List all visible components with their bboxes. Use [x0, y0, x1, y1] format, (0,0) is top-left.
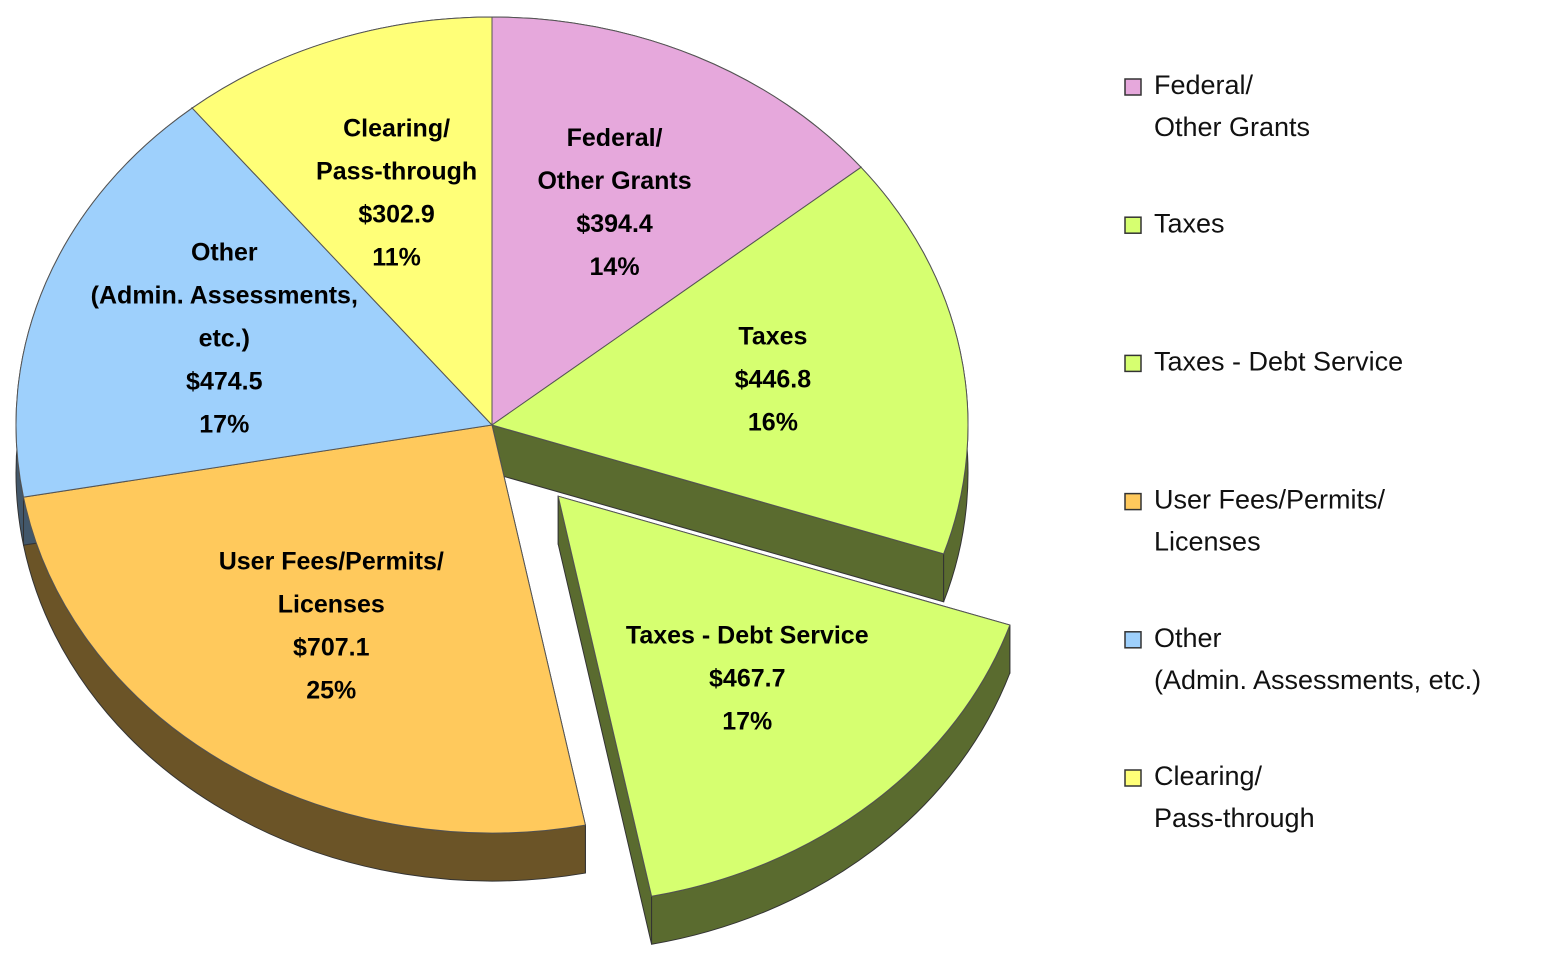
slice-label-line: $302.9 [358, 200, 434, 228]
slice-label-line: 25% [306, 676, 356, 704]
legend-label: User Fees/Permits/ [1154, 485, 1386, 515]
slice-label-line: Federal/ [567, 124, 663, 152]
legend-swatch [1124, 769, 1142, 787]
slice-label-line: $707.1 [293, 633, 370, 661]
slice [490, 166, 969, 555]
slice-label-line: 11% [372, 243, 421, 271]
legend-label: Other [1154, 623, 1222, 653]
slice [15, 107, 494, 498]
slice-label-line: (Admin. Assessments, [91, 281, 358, 309]
legend-swatch [1124, 78, 1142, 96]
slice [22, 424, 587, 834]
slice-label-line: $394.4 [576, 210, 653, 238]
slice-label-line: $467.7 [709, 664, 785, 692]
slice-label-line: Other Grants [537, 167, 691, 195]
slice-label: Other (Admin. Assessments, etc.) $474.5 17% [91, 238, 358, 438]
slice-label-line: etc.) [199, 324, 250, 352]
slice-label-line: 17% [722, 707, 772, 735]
slice-label-line: 16% [748, 408, 798, 436]
legend-label: Other Grants [1154, 112, 1310, 142]
legend-label: Licenses [1154, 527, 1261, 557]
slice-label-line: Taxes - Debt Service [626, 621, 869, 649]
slice [491, 16, 862, 426]
slice [557, 495, 1011, 897]
legend-swatch [1124, 354, 1142, 373]
legend-label: Clearing/ [1154, 761, 1263, 791]
slice-label: Taxes - Debt Service $467.7 17% [626, 621, 869, 735]
slice-label-line: Other [191, 238, 258, 266]
slice-label: Clearing/Pass-through $302.9 11% [316, 114, 477, 271]
slice-label-line: Taxes [738, 322, 807, 350]
slice-label-line: Clearing/ [343, 114, 450, 142]
slice-label-line: Licenses [278, 590, 385, 618]
slice-label: Federal/Other Grants $394.4 14% [537, 124, 691, 281]
legend-label: Pass-through [1154, 803, 1315, 833]
legend-swatch [1124, 216, 1142, 234]
legend-swatch [1124, 631, 1142, 649]
legend-swatch [1124, 492, 1142, 511]
slice-label-line: 14% [590, 253, 640, 281]
slice-label: Taxes $446.8 16% [735, 322, 812, 436]
legend-label: Taxes - Debt Service [1154, 347, 1403, 377]
slice-label: User Fees/Permits/Licenses $707.1 25% [219, 547, 444, 704]
slice-label-line: $446.8 [735, 365, 812, 393]
slice-label-line: 17% [199, 410, 249, 438]
legend-label: (Admin. Assessments, etc.) [1154, 665, 1481, 695]
legend-label: Federal/ [1154, 70, 1254, 100]
slice [191, 16, 493, 427]
slice-label-line: Pass-through [316, 157, 477, 185]
slice-label-line: $474.5 [186, 367, 263, 395]
slice-label-line: User Fees/Permits/ [219, 547, 444, 575]
legend-label: Taxes [1154, 208, 1225, 238]
